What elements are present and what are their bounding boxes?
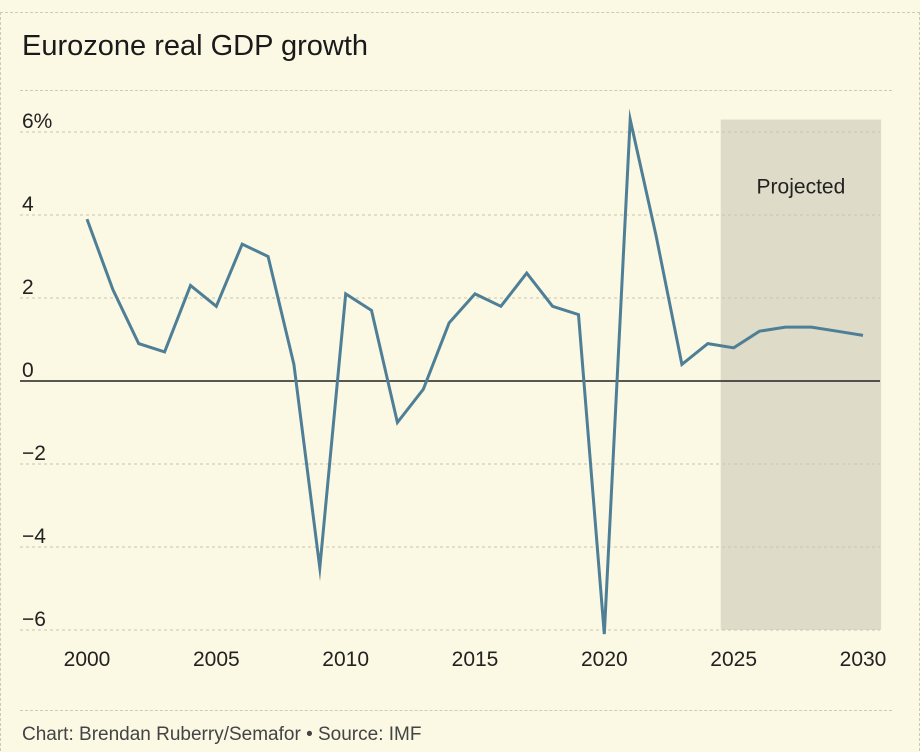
projection-band bbox=[720, 119, 882, 631]
y-tick-label: 4 bbox=[22, 193, 34, 216]
projection-label: Projected bbox=[757, 176, 846, 199]
x-tick-label: 2020 bbox=[581, 648, 628, 671]
y-tick-label: 2 bbox=[22, 276, 34, 299]
y-tick-label: −4 bbox=[22, 525, 46, 548]
y-tick-label: 0 bbox=[22, 359, 34, 382]
x-tick-label: 2000 bbox=[64, 648, 111, 671]
y-tick-label: 6% bbox=[22, 110, 52, 133]
x-tick-label: 2005 bbox=[193, 648, 240, 671]
x-tick-label: 2025 bbox=[710, 648, 757, 671]
x-tick-label: 2030 bbox=[840, 648, 887, 671]
title-divider bbox=[20, 90, 892, 91]
footer-divider bbox=[20, 710, 892, 711]
x-tick-label: 2015 bbox=[452, 648, 499, 671]
chart-title: Eurozone real GDP growth bbox=[22, 30, 369, 62]
x-tick-label: 2010 bbox=[322, 648, 369, 671]
series-line-gdp-growth bbox=[85, 108, 864, 635]
chart-credit: Chart: Brendan Ruberry/Semafor • Source:… bbox=[22, 724, 422, 745]
y-tick-label: −2 bbox=[22, 442, 46, 465]
y-tick-label: −6 bbox=[22, 608, 46, 631]
